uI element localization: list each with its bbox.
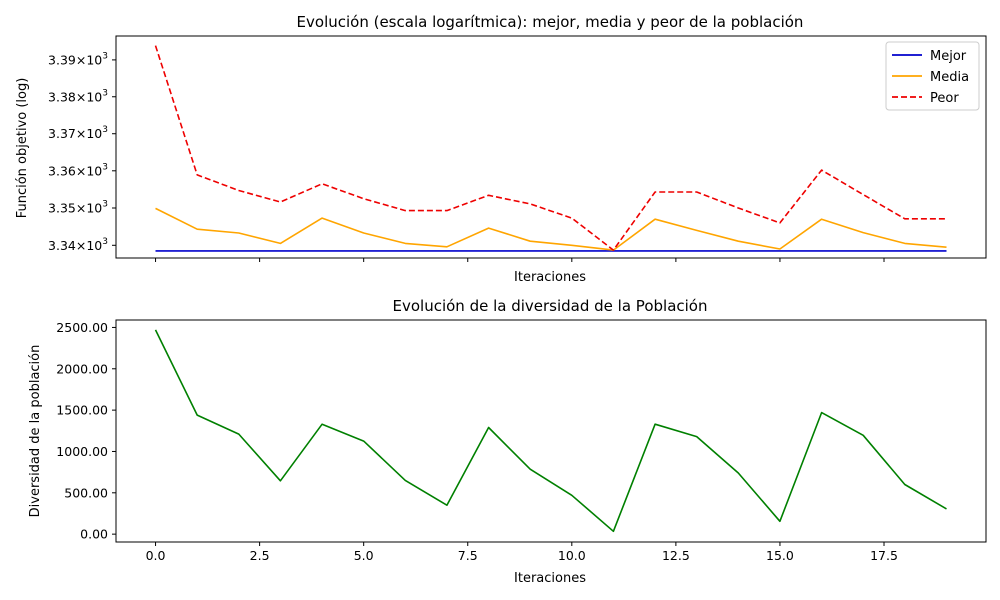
y-tick-label: 500.00 bbox=[64, 485, 108, 500]
y-tick-label: 2500.00 bbox=[56, 320, 108, 335]
x-tick-label: 5.0 bbox=[354, 548, 374, 563]
objective-chart: Evolución (escala logarítmica): mejor, m… bbox=[15, 13, 987, 285]
objective-plot-frame bbox=[115, 35, 987, 259]
peor-series-line bbox=[154, 45, 947, 251]
y-tick-label: 3.35×103 bbox=[48, 199, 108, 215]
y-tick-label: 3.37×103 bbox=[48, 125, 108, 141]
y-tick-label: 1500.00 bbox=[56, 403, 108, 418]
diversity-chart: Evolución de la diversidad de la Poblaci… bbox=[28, 297, 987, 586]
x-tick-label: 0.0 bbox=[146, 548, 166, 563]
x-tick-label: 12.5 bbox=[662, 548, 690, 563]
y-tick-label: 1000.00 bbox=[56, 444, 108, 459]
x-tick-label: 10.0 bbox=[558, 548, 586, 563]
y-tick-label: 3.34×103 bbox=[48, 237, 108, 253]
diversity-chart-title: Evolución de la diversidad de la Poblaci… bbox=[393, 297, 708, 315]
y-tick-label: 3.38×103 bbox=[48, 88, 108, 104]
legend-mejor-label: Mejor bbox=[930, 49, 967, 64]
x-tick-label: 17.5 bbox=[870, 548, 898, 563]
x-tick-label: 7.5 bbox=[458, 548, 478, 563]
legend-media-label: Media bbox=[930, 70, 969, 85]
y-tick-label: 0.00 bbox=[80, 527, 108, 542]
x-tick-label: 2.5 bbox=[250, 548, 270, 563]
objective-plot-area: 3.34×103 3.35×103 3.36×103 3.37×103 3.38×103… bbox=[48, 45, 947, 262]
legend-box bbox=[885, 41, 980, 111]
y-tick-label: 3.39×103 bbox=[48, 51, 108, 67]
media-series-line bbox=[155, 207, 947, 251]
objective-chart-title: Evolución (escala logarítmica): mejor, m… bbox=[297, 13, 804, 31]
y-tick-label: 3.36×103 bbox=[48, 162, 108, 178]
y-tick-label: 2000.00 bbox=[56, 361, 108, 376]
legend-peor-label: Peor bbox=[930, 91, 959, 106]
x-tick-label: 15.0 bbox=[766, 548, 794, 563]
diversity-plot-frame bbox=[115, 319, 987, 543]
objective-chart-ylabel: Función objetivo (log) bbox=[15, 78, 30, 219]
diversity-plot-area: 0.0 2.5 5.0 7.5 10.0 12.5 15.0 17.5 0.00 500.00 10… bbox=[56, 320, 947, 563]
objective-chart-xlabel: Iteraciones bbox=[514, 270, 586, 285]
diversity-chart-xlabel: Iteraciones bbox=[514, 571, 586, 586]
diversity-chart-ylabel: Diversidad de la población bbox=[28, 345, 43, 518]
diversity-series-line bbox=[154, 329, 947, 533]
objective-legend: Mejor Media Peor bbox=[885, 41, 980, 111]
